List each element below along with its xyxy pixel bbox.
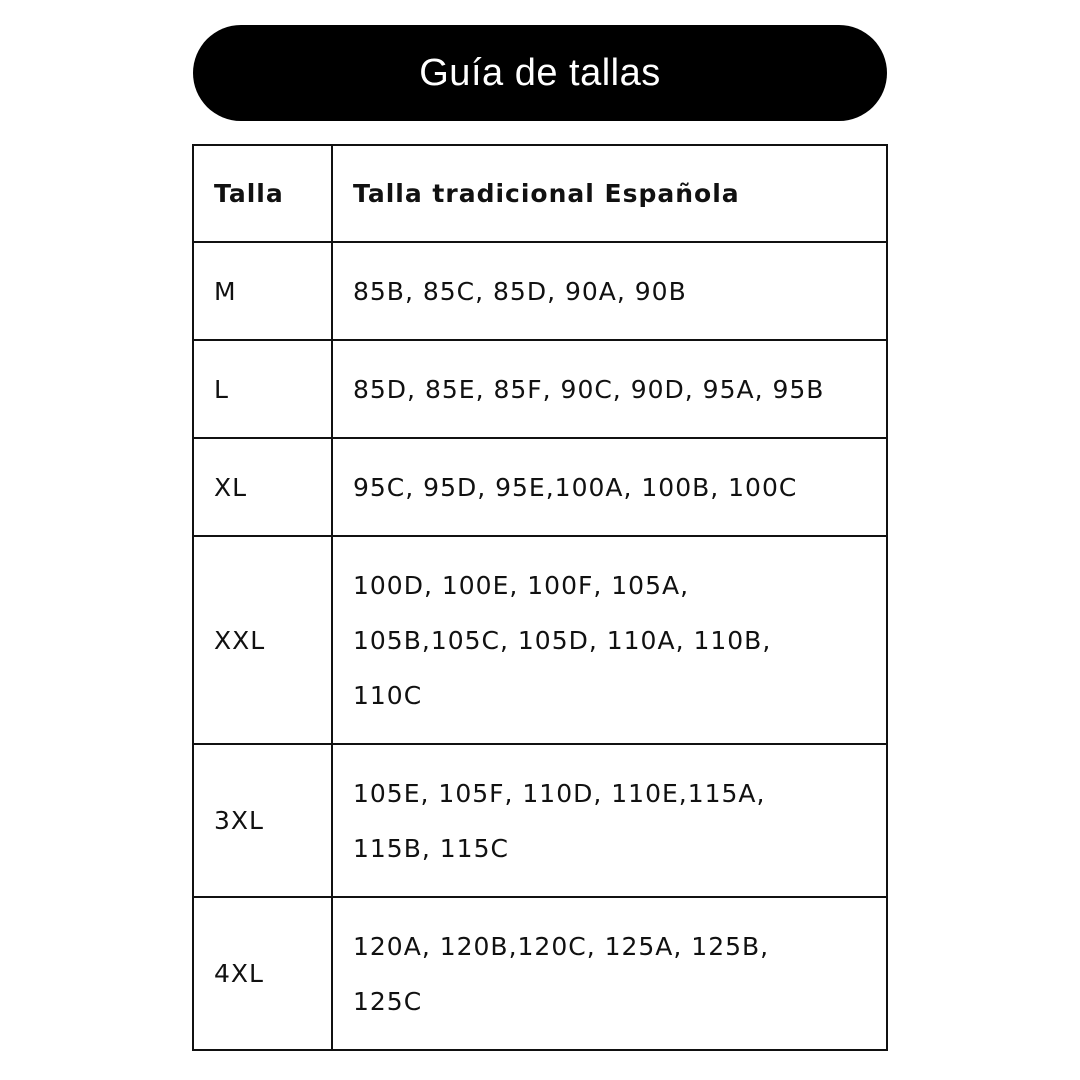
table-header-row: Talla Talla tradicional Española xyxy=(192,144,888,243)
size-cell: 3XL xyxy=(192,743,333,898)
table-row: M 85B, 85C, 85D, 90A, 90B xyxy=(192,241,888,341)
size-cell: M xyxy=(192,241,333,341)
size-guide-table: Talla Talla tradicional Española M 85B, … xyxy=(192,144,888,1051)
equivalents-cell: 100D, 100E, 100F, 105A, 105B,105C, 105D,… xyxy=(331,535,888,745)
title-banner: Guía de tallas xyxy=(193,25,887,121)
table-row: 4XL 120A, 120B,120C, 125A, 125B, 125C xyxy=(192,896,888,1051)
size-cell: L xyxy=(192,339,333,439)
size-cell: XXL xyxy=(192,535,333,745)
equivalents-cell: 105E, 105F, 110D, 110E,115A, 115B, 115C xyxy=(331,743,888,898)
page-title: Guía de tallas xyxy=(419,51,661,94)
table-row: XL 95C, 95D, 95E,100A, 100B, 100C xyxy=(192,437,888,537)
size-cell: 4XL xyxy=(192,896,333,1051)
equivalents-cell: 120A, 120B,120C, 125A, 125B, 125C xyxy=(331,896,888,1051)
table-row: L 85D, 85E, 85F, 90C, 90D, 95A, 95B xyxy=(192,339,888,439)
equivalents-cell: 95C, 95D, 95E,100A, 100B, 100C xyxy=(331,437,888,537)
table-row: XXL 100D, 100E, 100F, 105A, 105B,105C, 1… xyxy=(192,535,888,745)
equivalents-cell: 85D, 85E, 85F, 90C, 90D, 95A, 95B xyxy=(331,339,888,439)
header-talla: Talla xyxy=(192,144,333,243)
header-talla-tradicional: Talla tradicional Española xyxy=(331,144,888,243)
equivalents-cell: 85B, 85C, 85D, 90A, 90B xyxy=(331,241,888,341)
size-cell: XL xyxy=(192,437,333,537)
table-row: 3XL 105E, 105F, 110D, 110E,115A, 115B, 1… xyxy=(192,743,888,898)
